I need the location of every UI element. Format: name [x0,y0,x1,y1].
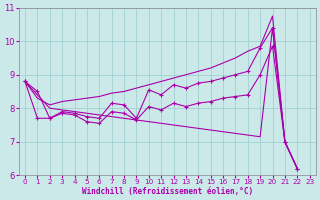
X-axis label: Windchill (Refroidissement éolien,°C): Windchill (Refroidissement éolien,°C) [82,187,253,196]
